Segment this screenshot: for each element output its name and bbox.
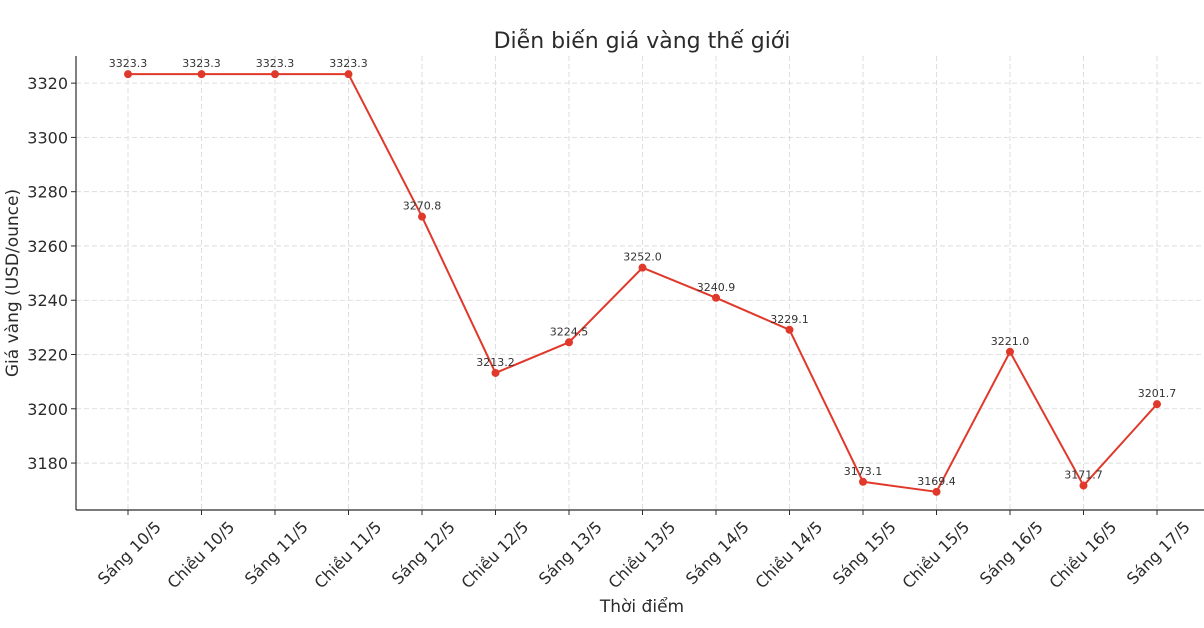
y-axis-title: Giá vàng (USD/ounce) (3, 189, 23, 377)
data-point (1079, 481, 1088, 490)
data-point (932, 487, 941, 496)
x-tick-label: Chiều 14/5 (752, 517, 827, 592)
data-label: 3229.1 (770, 313, 809, 326)
y-tick-label: 3320 (27, 74, 68, 93)
x-tick-label: Sáng 15/5 (829, 517, 900, 588)
data-point (344, 70, 353, 79)
data-label: 3270.8 (403, 200, 442, 213)
data-label: 3171.7 (1064, 469, 1103, 482)
x-tick-label: Sáng 11/5 (241, 517, 312, 588)
grid (76, 56, 1204, 510)
data-point (859, 477, 867, 486)
data-label: 3213.2 (476, 356, 515, 369)
data-label: 3224.5 (550, 325, 589, 338)
data-point (1006, 347, 1014, 356)
data-labels: 3323.3 3323.3 3323.3 3323.3 3270.8 3213.2 3224… (109, 57, 1177, 488)
data-point (491, 368, 500, 377)
x-tick-label: Chiều 11/5 (311, 517, 386, 592)
x-tick-label: Chiều 12/5 (458, 517, 533, 592)
x-tick-label: Sáng 16/5 (976, 517, 1047, 588)
data-label: 3240.9 (697, 281, 736, 294)
y-tick-label: 3300 (27, 128, 68, 147)
data-point (418, 212, 426, 221)
data-point (785, 325, 794, 334)
data-label: 3323.3 (329, 57, 368, 70)
data-label: 3173.1 (844, 465, 883, 478)
data-label: 3201.7 (1138, 387, 1177, 400)
y-tick-label: 3200 (27, 400, 68, 419)
x-tick-label: Sáng 10/5 (94, 517, 165, 588)
x-tick-label: Chiều 15/5 (899, 517, 974, 592)
data-point (124, 70, 132, 79)
x-tick-label: Sáng 14/5 (682, 517, 753, 588)
y-tick-label: 3260 (27, 237, 68, 256)
x-tick-label: Sáng 17/5 (1123, 517, 1194, 588)
y-tick-label: 3180 (27, 454, 68, 473)
x-tick-label: Chiều 16/5 (1046, 517, 1121, 592)
data-label: 3252.0 (623, 251, 662, 264)
data-point (712, 293, 720, 302)
x-axis-title: Thời điểm (599, 596, 684, 617)
data-label: 3221.0 (991, 335, 1030, 348)
axes: 3180 3200 3220 3240 3260 3280 3300 3320 Sáng 10/… (27, 56, 1204, 592)
data-label: 3323.3 (182, 57, 221, 70)
x-tick-label: Chiều 10/5 (164, 517, 239, 592)
data-point (1153, 400, 1161, 409)
series (124, 70, 1161, 496)
data-label: 3169.4 (917, 475, 956, 488)
data-label: 3323.3 (256, 57, 295, 70)
y-tick-label: 3240 (27, 291, 68, 310)
x-tick-label: Sáng 12/5 (388, 517, 459, 588)
data-point (565, 338, 573, 347)
chart-title: Diễn biến giá vàng thế giới (494, 28, 791, 54)
data-point (271, 70, 279, 79)
x-tick-label: Sáng 13/5 (535, 517, 606, 588)
y-tick-label: 3280 (27, 183, 68, 202)
x-tick-label: Chiều 13/5 (605, 517, 680, 592)
y-tick-label: 3220 (27, 346, 68, 365)
data-point (638, 263, 647, 272)
data-point (197, 70, 206, 79)
data-label: 3323.3 (109, 57, 148, 70)
